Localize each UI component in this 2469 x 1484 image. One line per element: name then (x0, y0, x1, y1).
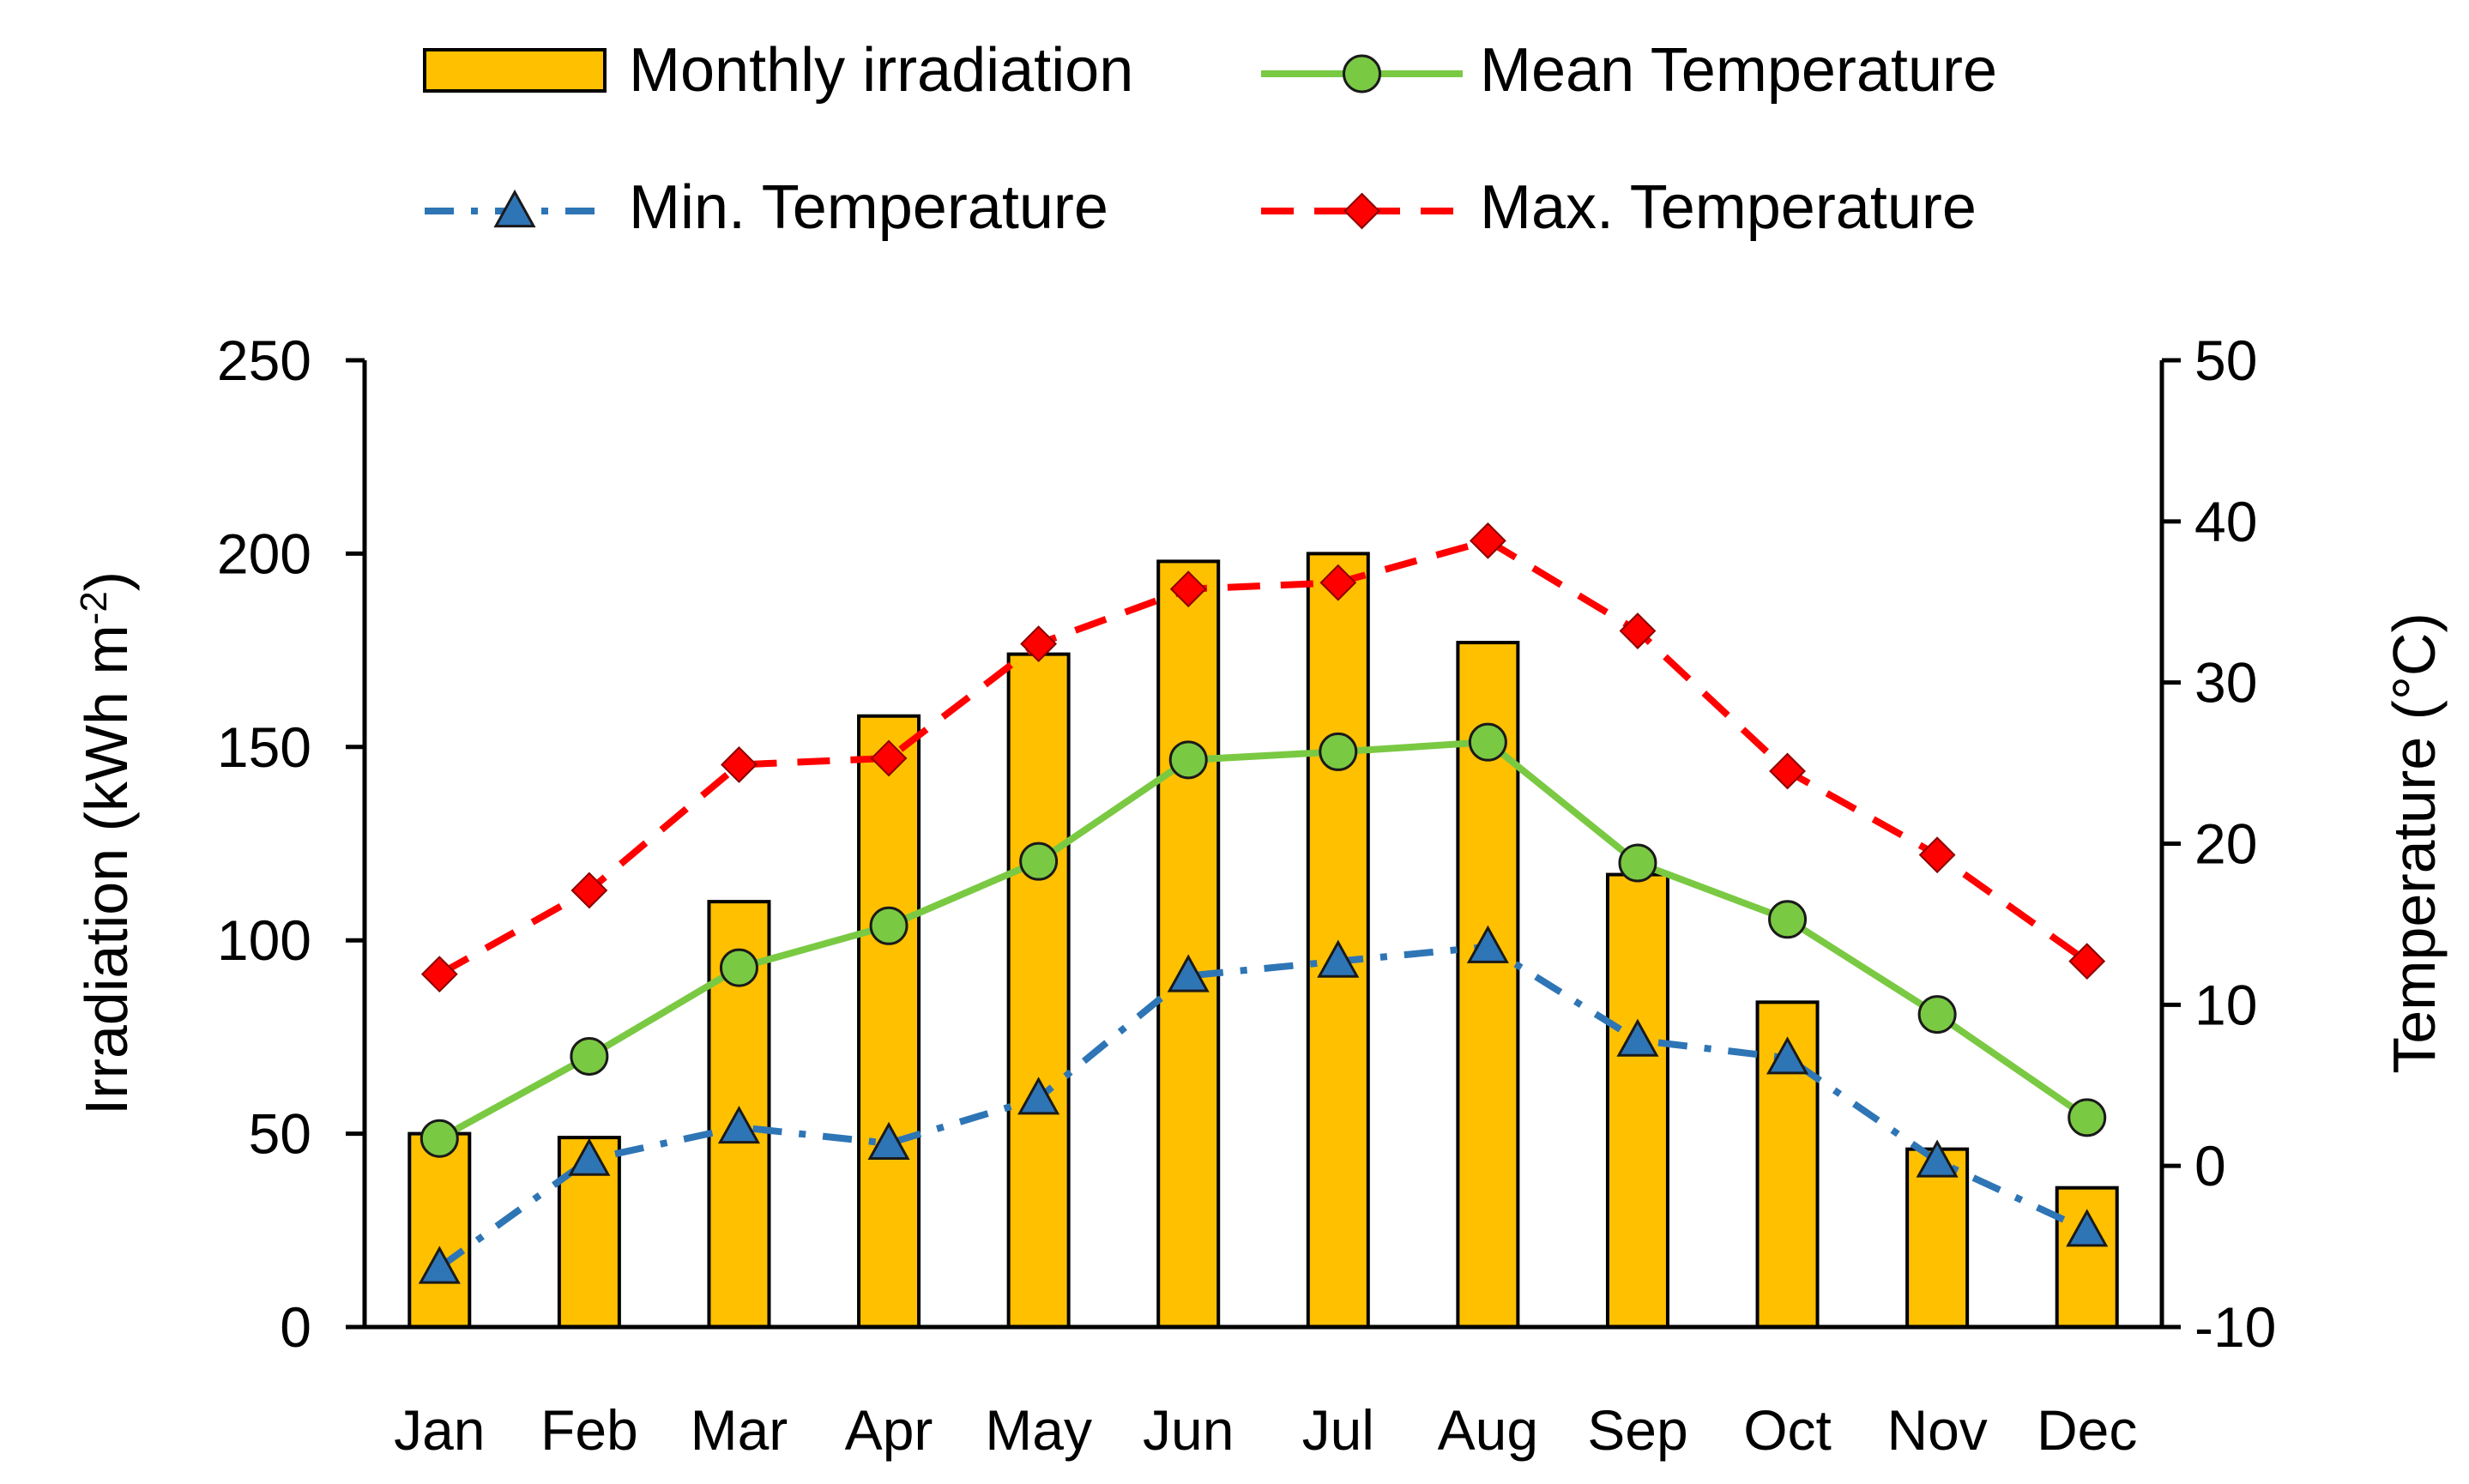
point-max-temperature-may (1020, 625, 1058, 663)
point-mean-temperature-nov (1917, 995, 1957, 1035)
right-tick-label: -10 (2194, 1295, 2276, 1359)
x-tick-label: Jan (394, 1398, 485, 1462)
point-max-temperature-nov (1918, 836, 1956, 874)
x-tick-label: May (985, 1398, 1092, 1462)
right-tick-label: 20 (2194, 812, 2257, 876)
point-min-temperature-mar (717, 1105, 761, 1144)
point-mean-temperature-mar (719, 948, 758, 987)
bar-dec (2055, 1185, 2119, 1330)
legend-marker-mean-temperature (1343, 54, 1381, 94)
x-tick-label: Feb (540, 1398, 638, 1462)
x-tick-label: Apr (845, 1398, 933, 1462)
x-tick-label: Jun (1143, 1398, 1234, 1462)
point-mean-temperature-jan (420, 1119, 459, 1158)
point-min-temperature-feb (568, 1137, 611, 1176)
point-min-temperature-sep (1616, 1018, 1659, 1057)
point-max-temperature-feb (570, 872, 608, 909)
point-max-temperature-jan (420, 956, 458, 993)
point-max-temperature-jun (1169, 570, 1207, 608)
legend-label-max-temperature: Max. Temperature (1480, 173, 1977, 242)
x-tick-label: Mar (691, 1398, 788, 1462)
point-min-temperature-jul (1317, 939, 1360, 978)
point-min-temperature-may (1017, 1077, 1060, 1115)
x-tick-label: Sep (1587, 1398, 1687, 1462)
right-tick-label: 0 (2194, 1134, 2226, 1197)
right-axis-title: Temperature (°C) (2381, 612, 2448, 1074)
left-axis-title-end: ) (73, 571, 140, 591)
line-max-temperature (438, 537, 2090, 978)
point-mean-temperature-apr (869, 906, 909, 945)
legend-label-mean-temperature: Mean Temperature (1480, 36, 1997, 105)
point-max-temperature-aug (1469, 522, 1506, 559)
left-tick-label: 200 (217, 522, 311, 585)
bar-apr (857, 714, 921, 1329)
axes: 0 50 100 150 200 250 -10 0 10 20 30 40 50 Jan Feb Mar Ap… (73, 329, 2448, 1462)
x-tick-label: Jul (1302, 1398, 1374, 1462)
point-mean-temperature-jul (1319, 732, 1358, 771)
legend: Monthly irradiation Mean Temperature Min. … (423, 36, 1997, 242)
right-tick-label: 50 (2194, 329, 2257, 392)
bar-sep (1605, 872, 1669, 1329)
point-max-temperature-dec (2068, 943, 2106, 980)
point-max-temperature-oct (1769, 752, 1806, 790)
bar-oct (1755, 1000, 1820, 1329)
line-min-temperature (437, 943, 2089, 1270)
point-max-temperature-sep (1619, 612, 1657, 649)
x-tick-label: Aug (1438, 1398, 1538, 1462)
point-min-temperature-dec (2066, 1209, 2109, 1247)
left-tick-label: 150 (217, 715, 311, 779)
legend-marker-min-temperature (493, 189, 536, 228)
right-tick-label: 30 (2194, 651, 2257, 715)
bar-jun (1156, 559, 1221, 1329)
point-mean-temperature-feb (570, 1036, 609, 1076)
right-tick-label: 10 (2194, 973, 2257, 1036)
legend-label-irradiation: Monthly irradiation (629, 36, 1133, 105)
legend-marker-max-temperature (1343, 192, 1380, 230)
point-min-temperature-jun (1167, 954, 1210, 992)
line-mean-temperature (438, 739, 2089, 1142)
x-tick-label: Oct (1743, 1398, 1832, 1462)
left-tick-label: 0 (280, 1295, 311, 1359)
point-max-temperature-jul (1319, 564, 1357, 601)
left-tick-label: 100 (217, 908, 311, 972)
bar-may (1006, 652, 1071, 1329)
left-tick-label: 250 (217, 329, 311, 392)
point-max-temperature-apr (870, 739, 908, 777)
point-mean-temperature-may (1019, 842, 1059, 881)
point-mean-temperature-dec (2068, 1098, 2107, 1137)
right-tick-label: 40 (2194, 490, 2257, 553)
legend-swatch-irradiation (423, 48, 607, 93)
bar-series-irradiation (407, 552, 2119, 1330)
point-min-temperature-jan (418, 1246, 461, 1284)
point-min-temperature-nov (1916, 1139, 1959, 1178)
point-mean-temperature-jun (1168, 740, 1208, 780)
point-mean-temperature-oct (1768, 900, 1808, 939)
bar-jul (1306, 552, 1370, 1329)
point-mean-temperature-sep (1618, 843, 1657, 883)
x-tick-label: Dec (2037, 1398, 2137, 1462)
point-max-temperature-mar (721, 746, 758, 783)
point-min-temperature-oct (1766, 1036, 1809, 1075)
x-tick-label: Nov (1886, 1398, 1987, 1462)
bar-jan (407, 1131, 472, 1329)
left-tick-label: 50 (249, 1102, 311, 1166)
point-mean-temperature-aug (1468, 722, 1507, 762)
left-axis-title-sup: -2 (73, 591, 115, 624)
legend-label-min-temperature: Min. Temperature (629, 173, 1108, 242)
left-axis-title-main: Irradiation (kWh m (73, 624, 140, 1115)
left-axis-title: Irradiation (kWh m-2) (73, 571, 141, 1115)
point-min-temperature-apr (867, 1121, 910, 1160)
point-min-temperature-aug (1466, 925, 1509, 963)
temperature-series (418, 522, 2109, 1284)
